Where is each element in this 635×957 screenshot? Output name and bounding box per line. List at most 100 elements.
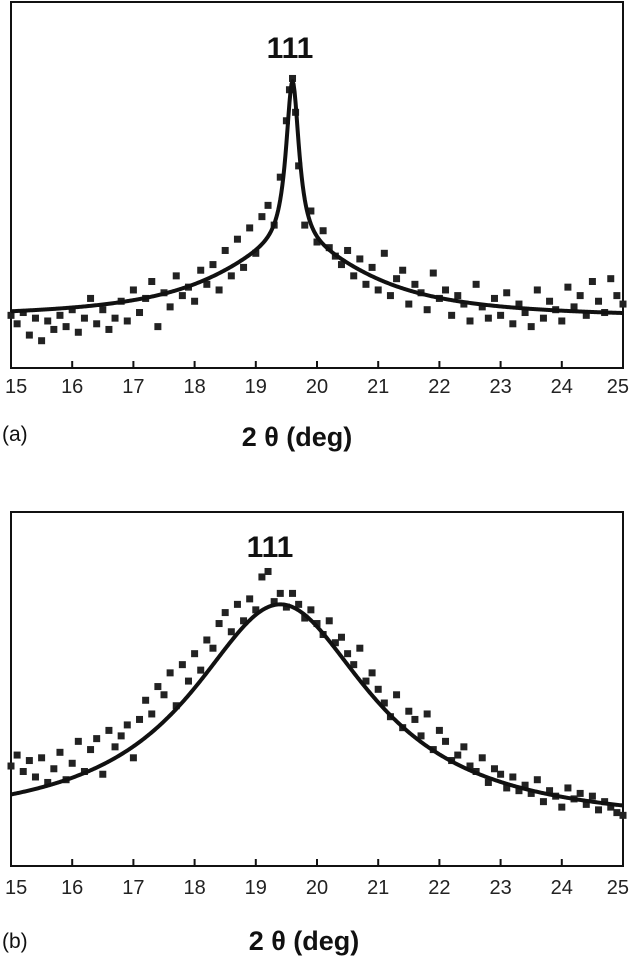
data-point (295, 600, 303, 608)
data-point (93, 735, 101, 743)
data-point (374, 685, 382, 693)
data-point (99, 306, 107, 314)
data-point (154, 683, 162, 691)
data-point (191, 297, 199, 305)
data-point (7, 311, 15, 319)
data-point (478, 754, 486, 762)
panel-b-peak-label: 111 (247, 531, 294, 564)
data-point (429, 269, 437, 277)
data-point (497, 770, 505, 778)
data-point (252, 606, 260, 614)
data-point (307, 606, 315, 614)
data-point (405, 707, 413, 715)
data-point (74, 328, 82, 336)
data-point (588, 278, 596, 285)
data-point (478, 303, 486, 311)
data-point (142, 696, 150, 704)
data-point (282, 603, 290, 611)
data-point (7, 762, 15, 770)
data-point (399, 266, 407, 274)
data-point (546, 297, 554, 305)
data-point (74, 737, 82, 745)
data-point (227, 272, 235, 280)
data-point (301, 614, 309, 622)
x-tick-label: 15 (5, 376, 27, 398)
data-point (117, 732, 125, 740)
panel-a-label: (a) (2, 423, 28, 446)
data-point (503, 784, 511, 792)
data-point (227, 628, 235, 636)
panel-b-plot-frame (10, 511, 624, 867)
data-point (588, 792, 596, 800)
panel-b-x-axis-label: 2 θ (deg) (249, 926, 360, 956)
data-point (197, 666, 205, 674)
data-point (393, 691, 401, 699)
data-point (203, 636, 211, 644)
data-point (56, 748, 64, 756)
data-point (252, 249, 260, 257)
data-point (368, 669, 376, 677)
data-point (331, 639, 339, 647)
data-point (362, 677, 370, 685)
data-point (558, 317, 566, 325)
data-point (184, 677, 192, 685)
data-point (442, 737, 450, 745)
data-point (148, 278, 156, 285)
panel-b-fit-curve (10, 602, 624, 808)
panel-a: 15 16 17 18 19 20 21 22 23 24 25 111 2 θ (deg) (a) (2, 1, 629, 452)
x-tick-label: 24 (551, 877, 573, 899)
x-tick-label: 16 (61, 877, 83, 899)
x-tick-label: 18 (183, 877, 205, 899)
x-tick-label: 20 (306, 376, 328, 398)
data-point (50, 765, 58, 773)
x-tick-label: 18 (183, 376, 205, 398)
data-point (356, 255, 364, 263)
x-tick-label: 19 (245, 376, 267, 398)
data-point (111, 314, 119, 322)
data-point (386, 292, 394, 300)
data-point (344, 246, 352, 254)
data-point (50, 325, 58, 333)
x-tick-label: 23 (489, 376, 511, 398)
data-point (240, 263, 248, 271)
data-point (246, 224, 254, 232)
data-point (533, 776, 541, 784)
data-point (484, 778, 492, 786)
data-point (19, 768, 27, 775)
data-point (301, 221, 309, 229)
data-point (276, 173, 284, 181)
data-point (484, 314, 492, 322)
data-point (276, 589, 284, 597)
data-point (521, 309, 529, 317)
data-point (313, 620, 321, 628)
data-point (576, 292, 584, 300)
x-tick-label: 25 (607, 877, 629, 899)
data-point (460, 743, 468, 751)
panel-b-label: (b) (2, 930, 28, 953)
data-point (44, 317, 52, 325)
data-point (56, 311, 64, 319)
data-point (178, 661, 186, 669)
data-point (209, 261, 217, 269)
x-tick-label: 22 (428, 376, 450, 398)
data-point (191, 650, 199, 658)
data-point (178, 292, 186, 300)
data-point (44, 778, 52, 786)
x-tick-label: 17 (122, 877, 144, 899)
data-point (595, 806, 603, 814)
data-point (576, 789, 584, 797)
data-point (509, 773, 517, 781)
data-point (313, 238, 321, 246)
data-point (319, 227, 327, 235)
data-point (221, 246, 229, 254)
data-point (362, 280, 370, 288)
data-point (215, 286, 223, 294)
data-point (25, 757, 33, 765)
data-point (448, 311, 456, 319)
data-point (515, 300, 523, 308)
data-point (166, 669, 174, 677)
data-point (607, 275, 615, 283)
data-point (411, 715, 419, 723)
data-point (111, 743, 119, 751)
